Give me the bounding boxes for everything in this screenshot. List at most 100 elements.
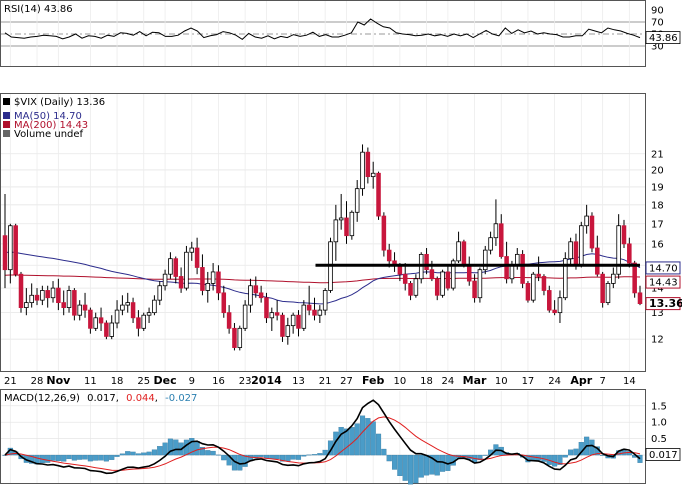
price-tick-label: 13 — [651, 308, 664, 319]
candle-body — [525, 283, 531, 301]
macd-hist-bar — [125, 451, 131, 456]
candle-body — [488, 237, 493, 251]
macd-hist-bar — [306, 454, 312, 456]
macd-hist-bar — [290, 454, 296, 460]
price-tick-label: 12 — [651, 335, 664, 346]
candle-body — [381, 215, 387, 251]
candle-body — [424, 253, 429, 271]
macd-hist-bar — [82, 454, 88, 460]
candle-body — [386, 249, 392, 262]
legend-symbol-vix — [3, 98, 10, 105]
macd-hist-bar — [375, 433, 382, 456]
candle-body — [306, 304, 312, 311]
rsi-tick-label: 70 — [651, 18, 664, 29]
signal-value: 0.044 — [126, 393, 155, 404]
macd-title: MACD(12,26,9) 0.017, 0.044, -0.027 — [4, 393, 197, 404]
macd-tick-label: 1.5 — [651, 401, 667, 412]
candle-body — [269, 312, 275, 319]
candle-body — [504, 256, 509, 280]
x-tick-label: Nov — [46, 374, 71, 387]
candle-body — [274, 312, 280, 316]
macd-hist-bar — [552, 454, 558, 467]
macd-hist-bar — [402, 454, 408, 481]
macd-hist-bar — [258, 454, 264, 457]
macd-hist-bar — [194, 440, 200, 456]
macd-hist-bar — [71, 454, 77, 461]
candle-body — [317, 309, 323, 316]
candle-body — [24, 302, 29, 308]
macd-name: MACD(12,26,9) — [4, 393, 80, 404]
macd-hist-bar — [242, 454, 248, 467]
candle-body — [226, 312, 232, 329]
macd-hist-bar — [370, 421, 376, 456]
candle-body — [595, 247, 600, 275]
macd-hist-bar — [429, 454, 435, 475]
rsi-line — [4, 18, 641, 41]
candle-body — [285, 325, 291, 337]
macd-hist-bar — [343, 428, 350, 456]
macd-hist-bar — [391, 454, 398, 470]
macd-hist-bar — [130, 451, 136, 456]
candle-body — [445, 271, 451, 289]
x-tick-label: 10 — [394, 376, 407, 387]
candle-body — [242, 304, 248, 329]
candle-body — [589, 215, 595, 249]
candle-body — [125, 302, 130, 306]
macd-hist-bar — [77, 454, 83, 460]
macd-hist-bar — [589, 439, 595, 456]
macd-hist-bar — [66, 454, 72, 460]
candle-body — [13, 225, 18, 275]
macd-hist-bar — [637, 454, 643, 463]
macd-hist-bar — [322, 449, 328, 456]
candle-body — [88, 309, 93, 329]
candle-body — [301, 304, 307, 329]
candle-body — [616, 225, 621, 275]
macd-hist-bar — [333, 431, 339, 456]
candle-body — [573, 241, 579, 266]
x-tick-label: 21 — [4, 376, 17, 387]
x-tick-label: Dec — [154, 374, 177, 387]
macd-hist-bar — [301, 454, 307, 457]
axes: 9070503043.86212019181716151413122128Nov… — [4, 6, 682, 462]
price-panel — [0, 93, 646, 372]
candle-body — [18, 273, 24, 308]
legend-swatch-ma50 — [3, 112, 10, 119]
candle-body — [205, 283, 211, 291]
ma200-label: MA(200) 14.43 — [14, 120, 88, 131]
macd-hist-bar — [146, 451, 152, 456]
candle-body — [221, 292, 227, 314]
price-marker-box — [645, 261, 681, 275]
candle-body — [2, 235, 8, 271]
candle-body — [162, 273, 168, 287]
gridlines — [1, 1, 645, 483]
candle-body — [498, 223, 504, 257]
candle-body — [611, 273, 616, 284]
candle-body — [50, 287, 56, 299]
macd-current-label: 0.017 — [649, 450, 678, 461]
candle-body — [296, 314, 301, 329]
candle-body — [45, 290, 50, 299]
macd-hist-bar — [359, 415, 366, 456]
macd-hist-bar — [365, 418, 371, 456]
candle-body — [434, 278, 440, 296]
candle-body — [98, 317, 104, 324]
macd-hist-bar — [45, 454, 51, 463]
candle-body — [354, 188, 360, 213]
candle-body — [621, 225, 627, 245]
candle-body — [402, 273, 408, 284]
macd-hist-bar — [381, 448, 387, 456]
x-tick-label: 2014 — [251, 374, 282, 387]
candle-body — [178, 276, 184, 289]
macd-hist-bar — [482, 454, 488, 456]
candle-body — [482, 249, 488, 271]
macd-hist-bar — [221, 454, 227, 461]
candle-body — [104, 322, 109, 337]
price-marker-box — [645, 275, 681, 289]
price-tick-label: 19 — [651, 182, 664, 193]
candle-body — [77, 304, 82, 316]
macd-hist-bar — [626, 451, 632, 456]
candle-body — [114, 309, 120, 324]
candle-body — [408, 283, 413, 296]
rsi-tick-label: 30 — [651, 42, 664, 53]
